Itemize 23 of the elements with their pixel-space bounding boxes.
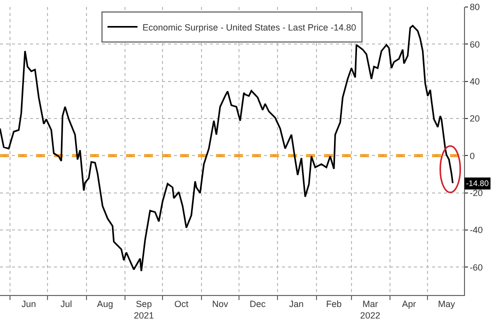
y-tick-label: 80 <box>470 2 480 12</box>
y-tick-label: 60 <box>470 39 480 50</box>
line-series <box>0 24 454 272</box>
y-tick-label: 20 <box>470 114 480 124</box>
legend-label: Economic Surprise - United States - Last Price -14.80 <box>142 22 356 32</box>
x-tick-label: Dec <box>250 298 266 309</box>
x-tick-label: Aug <box>97 298 114 309</box>
y-tick-label: 40 <box>470 76 480 86</box>
x-tick-label: Jul <box>60 298 72 309</box>
x-tick-label: May <box>438 298 456 309</box>
x-tick-label: Jun <box>22 298 36 309</box>
y-tick-label: -40 <box>470 225 483 236</box>
x-tick-label: Feb <box>326 298 342 309</box>
x-tick-label: Oct <box>174 298 189 309</box>
y-tick-label: 0 <box>470 150 475 161</box>
x-tick-label: Mar 2022 <box>360 298 380 320</box>
x-tick-label: Nov <box>212 298 229 309</box>
annotation: -14.80 <box>466 179 490 188</box>
y-tick-label: -20 <box>470 188 483 198</box>
x-tick-label: Sep 2021 <box>134 298 154 320</box>
x-tick-label: Jan <box>289 298 304 309</box>
y-tick-label: -60 <box>470 262 483 272</box>
x-tick-label: Apr <box>402 298 416 309</box>
